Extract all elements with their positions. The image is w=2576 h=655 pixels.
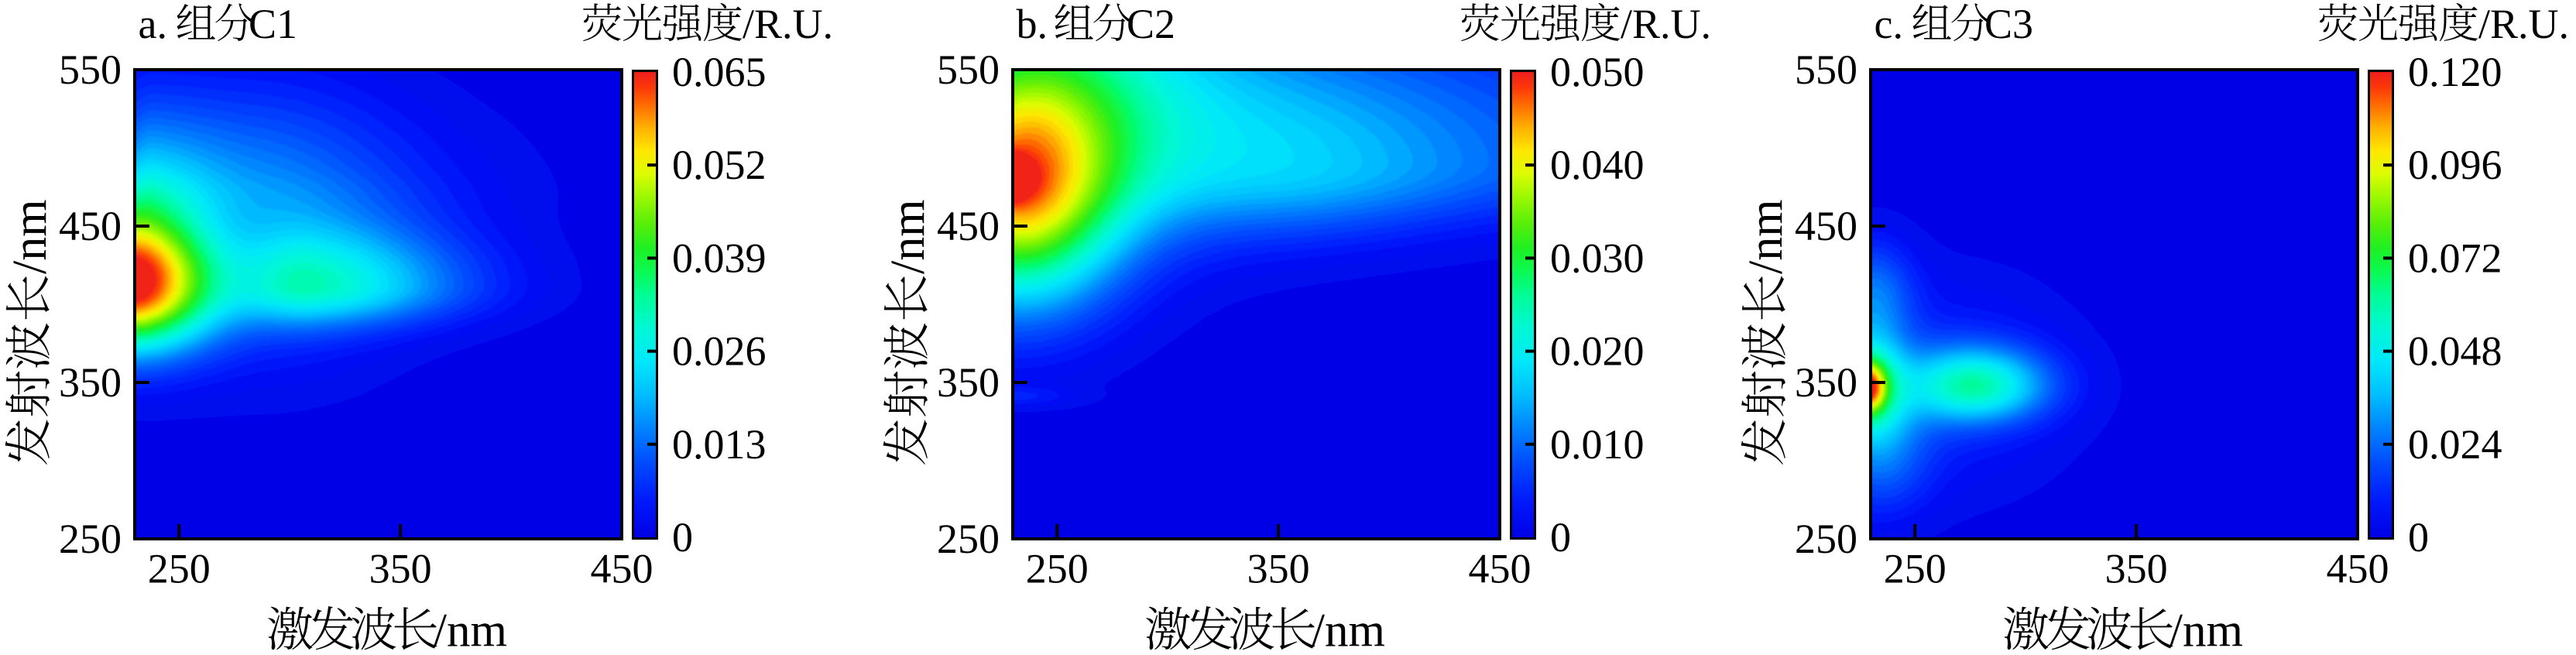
svg-text:550: 550 [937,46,1000,93]
svg-text:0.026: 0.026 [672,328,767,375]
svg-text:/R.U.: /R.U. [1621,1,1711,47]
svg-text:/R.U.: /R.U. [743,1,833,47]
svg-text:250: 250 [1795,516,1857,562]
svg-text:0: 0 [672,514,693,561]
svg-text:0.030: 0.030 [1550,235,1645,281]
svg-text:/nm: /nm [882,200,935,274]
svg-text:b.: b. [1017,1,1048,47]
svg-text:0.072: 0.072 [2408,235,2502,281]
svg-text:450: 450 [591,546,653,592]
svg-text:350: 350 [59,359,122,406]
svg-text:C2: C2 [1127,1,1175,47]
svg-text:0.065: 0.065 [672,49,767,95]
svg-text:250: 250 [148,546,211,592]
svg-text:450: 450 [937,203,1000,249]
svg-text:350: 350 [1795,359,1857,406]
svg-text:0.120: 0.120 [2408,49,2502,95]
svg-text:C1: C1 [249,1,297,47]
svg-text:450: 450 [59,203,122,249]
svg-text:450: 450 [2327,546,2389,592]
svg-text:/nm: /nm [1740,200,1792,274]
svg-text:/nm: /nm [4,200,57,274]
svg-text:450: 450 [1795,203,1857,249]
svg-text:0: 0 [1550,514,1571,561]
svg-text:0.039: 0.039 [672,235,767,281]
svg-text:0.024: 0.024 [2408,421,2502,468]
svg-text:250: 250 [59,516,122,562]
svg-text:/nm: /nm [1312,605,1385,655]
svg-text:250: 250 [1884,546,1947,592]
svg-text:0.040: 0.040 [1550,142,1645,188]
svg-text:C3: C3 [1984,1,2033,47]
svg-text:0.048: 0.048 [2408,328,2502,375]
svg-text:550: 550 [1795,46,1857,93]
svg-text:450: 450 [1469,546,1532,592]
svg-text:/R.U.: /R.U. [2478,1,2569,47]
svg-text:0.010: 0.010 [1550,421,1645,468]
svg-text:0.096: 0.096 [2408,142,2502,188]
svg-text:0: 0 [2408,514,2429,561]
svg-text:0.050: 0.050 [1550,49,1645,95]
svg-text:550: 550 [59,46,122,93]
svg-text:350: 350 [937,359,1000,406]
svg-text:250: 250 [1026,546,1089,592]
svg-text:/nm: /nm [2170,605,2243,655]
svg-text:350: 350 [369,546,432,592]
svg-text:0.052: 0.052 [672,142,767,188]
svg-text:350: 350 [1247,546,1310,592]
svg-text:/nm: /nm [434,605,507,655]
svg-text:0.020: 0.020 [1550,328,1645,375]
svg-text:250: 250 [937,516,1000,562]
svg-text:a.: a. [139,1,167,47]
svg-text:0.013: 0.013 [672,421,767,468]
svg-text:c.: c. [1875,1,1903,47]
svg-text:350: 350 [2105,546,2168,592]
